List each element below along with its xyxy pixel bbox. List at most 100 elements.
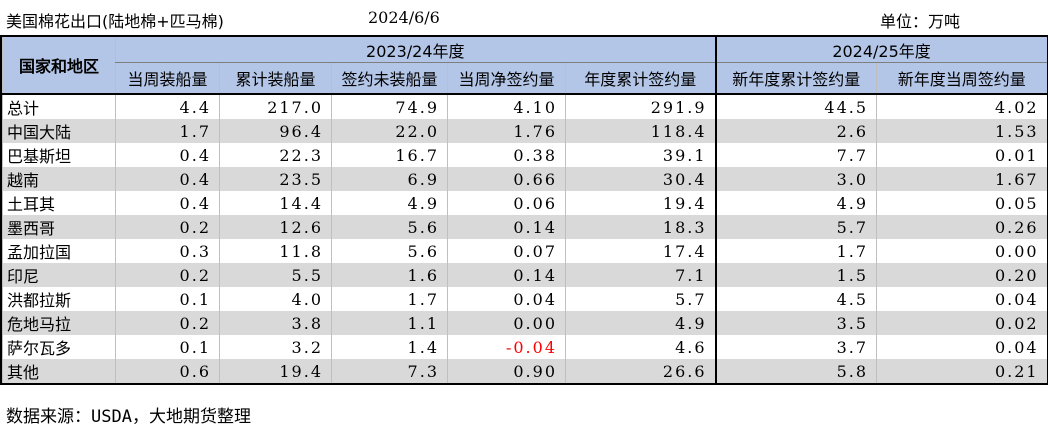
region-name-cell: 危地马拉	[2, 311, 116, 335]
table-row: 孟加拉国 0.3 11.8 5.6 0.07 17.4 1.7 0.00	[2, 239, 1047, 263]
table-row: 萨尔瓦多 0.1 3.2 1.4 -0.04 4.6 3.7 0.04	[2, 335, 1047, 359]
table-row: 印尼 0.2 5.5 1.6 0.14 7.1 1.5 0.20	[2, 263, 1047, 287]
region-name-cell: 越南	[2, 167, 116, 191]
value-cell: 0.66	[447, 167, 566, 191]
value-cell: 16.7	[331, 143, 448, 167]
value-cell: 22.3	[219, 143, 332, 167]
value-cell: 7.1	[564, 263, 716, 287]
value-cell: 11.8	[219, 239, 332, 263]
region-column-header: 国家和地区	[2, 37, 116, 95]
table-row: 洪都拉斯 0.1 4.0 1.7 0.04 5.7 4.5 0.04	[2, 287, 1047, 311]
value-cell: 0.1	[115, 287, 220, 311]
value-cell: 30.4	[564, 167, 716, 191]
cotton-export-table: 国家和地区 2023/24年度 2024/25年度 当周装船量 累计装船量 签约…	[0, 35, 1048, 385]
value-cell: 217.0	[219, 93, 332, 119]
table-row: 其他 0.6 19.4 7.3 0.90 26.6 5.8 0.21	[2, 359, 1047, 383]
value-cell: 1.7	[331, 287, 448, 311]
value-cell: 3.7	[714, 335, 877, 359]
value-cell: 22.0	[331, 119, 448, 143]
value-cell: 26.6	[564, 359, 716, 383]
value-cell: 3.8	[219, 311, 332, 335]
region-name-cell: 印尼	[2, 263, 116, 287]
value-cell: 0.4	[115, 191, 220, 215]
value-cell: 1.76	[447, 119, 566, 143]
value-cell: 0.6	[115, 359, 220, 383]
table-body: 总计 4.4 217.0 74.9 4.10 291.9 44.5 4.02 中国大陆 1.7 96…	[2, 93, 1047, 383]
value-cell: 0.01	[876, 143, 1047, 167]
value-cell: 12.6	[219, 215, 332, 239]
value-cell: 4.5	[714, 287, 877, 311]
table-row: 总计 4.4 217.0 74.9 4.10 291.9 44.5 4.02	[2, 93, 1047, 119]
value-cell: 23.5	[219, 167, 332, 191]
value-cell: 3.2	[219, 335, 332, 359]
value-cell: 1.1	[331, 311, 448, 335]
table-column-header-row: 当周装船量 累计装船量 签约未装船量 当周净签约量 年度累计签约量 新年度累计签…	[3, 62, 1047, 95]
value-cell: 4.4	[115, 93, 220, 119]
value-cell: 74.9	[331, 93, 448, 119]
season-2023-24-header: 2023/24年度	[114, 37, 716, 63]
value-cell: 96.4	[219, 119, 332, 143]
report-header: 美国棉花出口(陆地棉+匹马棉) 2024/6/6 单位：万吨	[0, 0, 1048, 36]
value-cell: 6.9	[331, 167, 448, 191]
value-cell: 0.04	[876, 335, 1047, 359]
region-name-cell: 其他	[2, 359, 116, 383]
column-header: 当周净签约量	[447, 62, 566, 95]
column-header: 累计装船量	[219, 62, 332, 95]
value-cell: 4.0	[219, 287, 332, 311]
value-cell: 0.07	[447, 239, 566, 263]
data-source-note: 数据来源：USDA，大地期货整理	[6, 407, 251, 427]
table-row: 危地马拉 0.2 3.8 1.1 0.00 4.9 3.5 0.02	[2, 311, 1047, 335]
region-name-cell: 巴基斯坦	[2, 143, 116, 167]
value-cell: 3.0	[714, 167, 877, 191]
column-header: 年度累计签约量	[564, 62, 716, 95]
value-cell: 0.26	[876, 215, 1047, 239]
value-cell: -0.04	[447, 335, 566, 359]
value-cell: 0.2	[115, 311, 220, 335]
report-title: 美国棉花出口(陆地棉+匹马棉)	[6, 12, 224, 31]
value-cell: 0.14	[447, 215, 566, 239]
value-cell: 1.53	[876, 119, 1047, 143]
value-cell: 18.3	[564, 215, 716, 239]
value-cell: 0.00	[876, 239, 1047, 263]
value-cell: 4.9	[714, 191, 877, 215]
value-cell: 0.02	[876, 311, 1047, 335]
value-cell: 7.7	[714, 143, 877, 167]
region-name-cell: 土耳其	[2, 191, 116, 215]
season-2024-25-header: 2024/25年度	[714, 37, 1047, 63]
table-row: 土耳其 0.4 14.4 4.9 0.06 19.4 4.9 0.05	[2, 191, 1047, 215]
value-cell: 4.9	[564, 311, 716, 335]
value-cell: 39.1	[564, 143, 716, 167]
value-cell: 17.4	[564, 239, 716, 263]
value-cell: 1.6	[331, 263, 448, 287]
value-cell: 0.2	[115, 215, 220, 239]
value-cell: 5.6	[331, 215, 448, 239]
value-cell: 0.21	[876, 359, 1047, 383]
value-cell: 1.7	[714, 239, 877, 263]
report-date: 2024/6/6	[368, 8, 440, 27]
value-cell: 0.20	[876, 263, 1047, 287]
value-cell: 0.06	[447, 191, 566, 215]
region-name-cell: 萨尔瓦多	[2, 335, 116, 359]
value-cell: 0.1	[115, 335, 220, 359]
value-cell: 3.5	[714, 311, 877, 335]
value-cell: 0.00	[447, 311, 566, 335]
region-name-cell: 墨西哥	[2, 215, 116, 239]
value-cell: 0.90	[447, 359, 566, 383]
value-cell: 0.38	[447, 143, 566, 167]
value-cell: 4.10	[447, 93, 566, 119]
value-cell: 118.4	[564, 119, 716, 143]
unit-label: 单位：万吨	[880, 12, 961, 31]
table-group-header-row: 国家和地区 2023/24年度 2024/25年度	[2, 37, 1047, 95]
column-header: 新年度当周签约量	[876, 62, 1047, 95]
value-cell: 14.4	[219, 191, 332, 215]
value-cell: 4.9	[331, 191, 448, 215]
value-cell: 44.5	[714, 93, 877, 119]
table-row: 中国大陆 1.7 96.4 22.0 1.76 118.4 2.6 1.53	[2, 119, 1047, 143]
table-row: 墨西哥 0.2 12.6 5.6 0.14 18.3 5.7 0.26	[2, 215, 1047, 239]
value-cell: 4.6	[564, 335, 716, 359]
table-row: 巴基斯坦 0.4 22.3 16.7 0.38 39.1 7.7 0.01	[2, 143, 1047, 167]
value-cell: 1.5	[714, 263, 877, 287]
value-cell: 5.7	[714, 215, 877, 239]
region-name-cell: 孟加拉国	[2, 239, 116, 263]
table-row: 越南 0.4 23.5 6.9 0.66 30.4 3.0 1.67	[2, 167, 1047, 191]
